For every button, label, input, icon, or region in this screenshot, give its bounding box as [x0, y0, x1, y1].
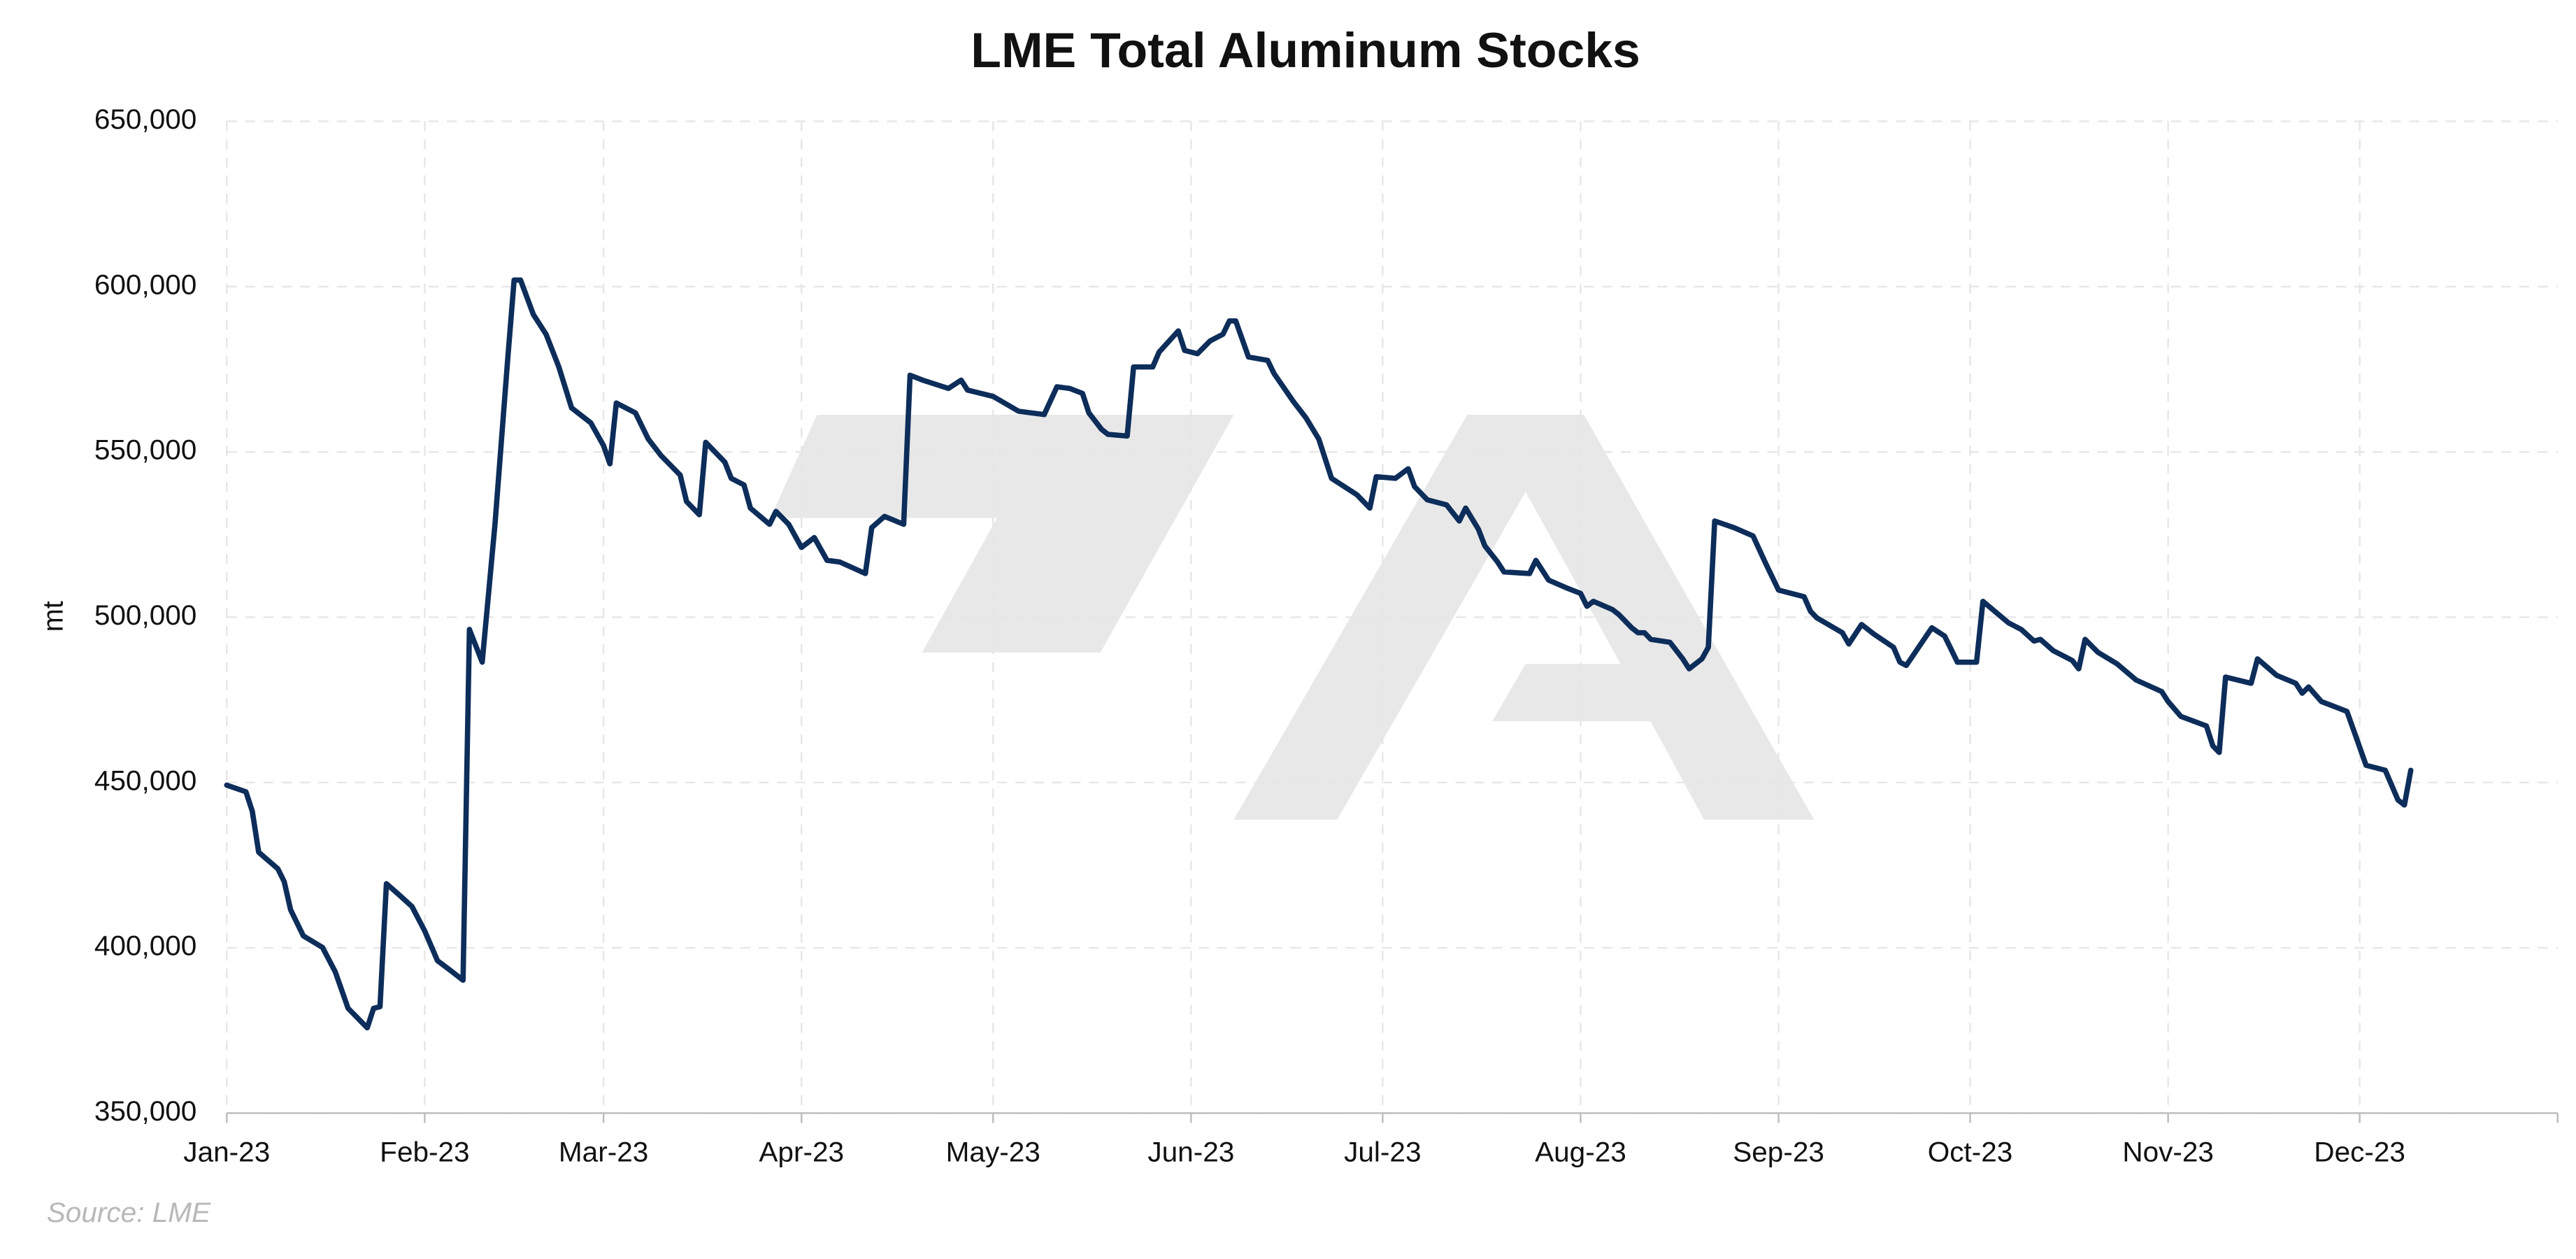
- x-tick-label: Apr-23: [759, 1137, 844, 1168]
- y-tick-label: 600,000: [94, 269, 197, 301]
- plot: [224, 277, 2414, 1031]
- axes: 350,000 400,000 450,000 500,000 550,000 600,0…: [94, 104, 2559, 1168]
- x-tick-label: Jun-23: [1147, 1137, 1234, 1168]
- x-tick-label: Oct-23: [1928, 1137, 2013, 1168]
- y-tick-label: 500,000: [94, 599, 197, 631]
- x-tick-label: Dec-23: [2314, 1137, 2405, 1168]
- grid: [226, 120, 2558, 1114]
- watermark: [770, 414, 1815, 820]
- y-tick-label: 550,000: [94, 434, 197, 466]
- source-note: Source: LME: [47, 1197, 211, 1229]
- y-tick-label: 350,000: [94, 1095, 197, 1127]
- x-tick-label: Jul-23: [1344, 1137, 1421, 1168]
- y-axis-label: mt: [37, 601, 69, 632]
- x-tick-label: May-23: [946, 1137, 1040, 1168]
- y-tick-label: 650,000: [94, 104, 197, 135]
- x-tick-label: Feb-23: [380, 1137, 469, 1168]
- y-tick-label: 400,000: [94, 930, 197, 962]
- x-tick-label: Sep-23: [1733, 1137, 1824, 1168]
- x-tick-label: Mar-23: [559, 1137, 648, 1168]
- y-tick-label: 450,000: [94, 765, 197, 797]
- x-tick-label: Nov-23: [2122, 1137, 2214, 1168]
- x-tick-label: Aug-23: [1535, 1137, 1626, 1168]
- chart-title: LME Total Aluminum Stocks: [971, 23, 1640, 78]
- data-line: [224, 277, 2414, 1031]
- x-tick-label: Jan-23: [183, 1137, 270, 1168]
